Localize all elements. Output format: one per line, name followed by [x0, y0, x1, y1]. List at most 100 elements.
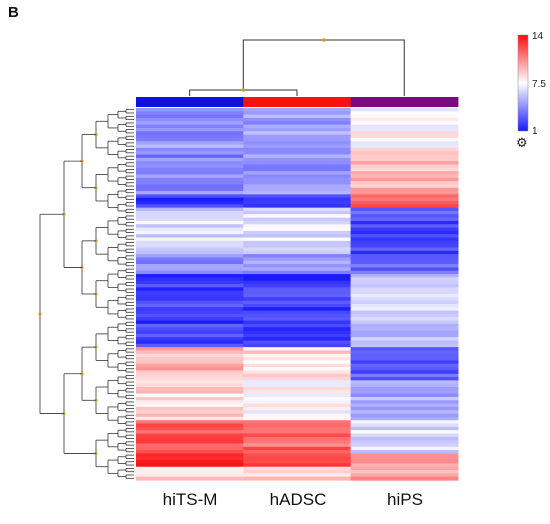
heatmap-cell: [350, 161, 459, 166]
heatmap-cell: [243, 250, 352, 255]
heatmap-cell: [243, 224, 352, 229]
heatmap-cell: [350, 313, 459, 318]
heatmap-cell: [243, 144, 352, 149]
heatmap-cell: [350, 377, 459, 381]
heatmap-cell: [136, 290, 244, 295]
heatmap-cell: [350, 144, 459, 149]
heatmap-cell: [243, 191, 352, 195]
heatmap-cell: [350, 230, 459, 235]
heatmap-cell: [243, 443, 352, 448]
heatmap-cell: [350, 327, 459, 332]
heatmap-cell: [136, 470, 244, 474]
heatmap-cell: [136, 191, 244, 195]
heatmap-cell: [243, 204, 352, 209]
heatmap-cell: [243, 154, 352, 159]
heatmap-cell: [243, 111, 352, 116]
column-label-hips: hiPS: [387, 490, 423, 509]
heatmap-cell: [350, 340, 459, 345]
heatmap-cell: [136, 466, 244, 471]
heatmap-cell: [243, 194, 352, 199]
heatmap-cell: [350, 207, 459, 212]
column-dendrogram-node: [241, 88, 246, 92]
heatmap-cell: [136, 423, 244, 428]
column-dendrogram-branch-2: [242, 39, 405, 96]
heatmap-cell: [350, 403, 459, 408]
heatmap-cell: [136, 194, 244, 199]
heatmap-cell: [136, 217, 244, 222]
heatmap-cell: [243, 320, 352, 325]
heatmap-cell: [350, 460, 459, 464]
heatmap-cell: [136, 111, 244, 116]
heatmap-cell: [350, 426, 459, 431]
heatmap-cell: [350, 267, 459, 272]
heatmap-cell: [243, 147, 352, 152]
heatmap-cell: [243, 473, 352, 478]
heatmap-cell: [350, 220, 459, 225]
heatmap-cell: [243, 476, 352, 481]
heatmap-cell: [136, 460, 244, 464]
heatmap-cell: [136, 184, 244, 189]
heatmap-cell: [243, 247, 352, 252]
heatmap-cell: [243, 157, 352, 162]
gear-icon[interactable]: ⚙: [516, 136, 528, 151]
heatmap-cell: [243, 134, 352, 139]
heatmap-cell: [243, 121, 352, 126]
heatmap-cell: [350, 357, 459, 362]
heatmap-cell: [136, 327, 244, 332]
heatmap-cell: [243, 453, 352, 458]
heatmap-cell: [243, 217, 352, 222]
heatmap-cell: [243, 131, 352, 136]
heatmap-cell: [243, 214, 352, 219]
heatmap-cell: [350, 114, 459, 119]
heatmap-cell: [350, 310, 459, 315]
heatmap-cell: [243, 307, 352, 312]
heatmap-cell: [350, 390, 459, 395]
heatmap-cell: [350, 413, 459, 418]
heatmap-cell: [243, 171, 352, 176]
heatmap-cell: [136, 220, 244, 225]
heatmap-cell: [243, 357, 352, 362]
heatmap-cell: [350, 360, 459, 365]
heatmap-cell: [136, 406, 244, 411]
heatmap-cell: [350, 277, 459, 282]
heatmap-cell: [350, 217, 459, 222]
heatmap-cell: [136, 287, 244, 292]
heatmap-cell: [136, 333, 244, 338]
heatmap-cell: [243, 393, 352, 398]
heatmap-cell: [243, 367, 352, 371]
heatmap-cell: [243, 423, 352, 428]
heatmap-cell: [243, 177, 352, 182]
heatmap-cell: [136, 187, 244, 192]
heatmap-cell: [136, 124, 244, 129]
heatmap-cell: [136, 267, 244, 272]
heatmap-cell: [136, 403, 244, 408]
heatmap-cell: [350, 201, 459, 205]
heatmap-cell: [350, 134, 459, 139]
heatmap-cell: [136, 157, 244, 162]
heatmap-cell: [243, 270, 352, 275]
heatmap-cell: [243, 264, 352, 269]
heatmap-cell: [243, 164, 352, 169]
heatmap-cell: [350, 303, 459, 308]
heatmap-cell: [136, 310, 244, 315]
heatmap-cell: [350, 323, 459, 328]
heatmap-cell: [243, 114, 352, 119]
heatmap-cell: [243, 396, 352, 401]
heatmap-cell: [350, 406, 459, 411]
heatmap-cell: [136, 197, 244, 202]
heatmap-cell: [136, 284, 244, 288]
heatmap-cell: [243, 403, 352, 408]
heatmap-cell: [243, 151, 352, 156]
heatmap-cell: [350, 224, 459, 229]
heatmap-cell: [136, 237, 244, 242]
heatmap-cell: [350, 330, 459, 335]
heatmap-cell: [350, 446, 459, 451]
heatmap-cell: [136, 360, 244, 365]
heatmap-cell: [350, 347, 459, 352]
heatmap-cell: [136, 234, 244, 239]
heatmap-cell: [350, 353, 459, 358]
heatmap-cell: [243, 280, 352, 285]
heatmap-cell: [243, 383, 352, 388]
heatmap-cell: [243, 201, 352, 205]
